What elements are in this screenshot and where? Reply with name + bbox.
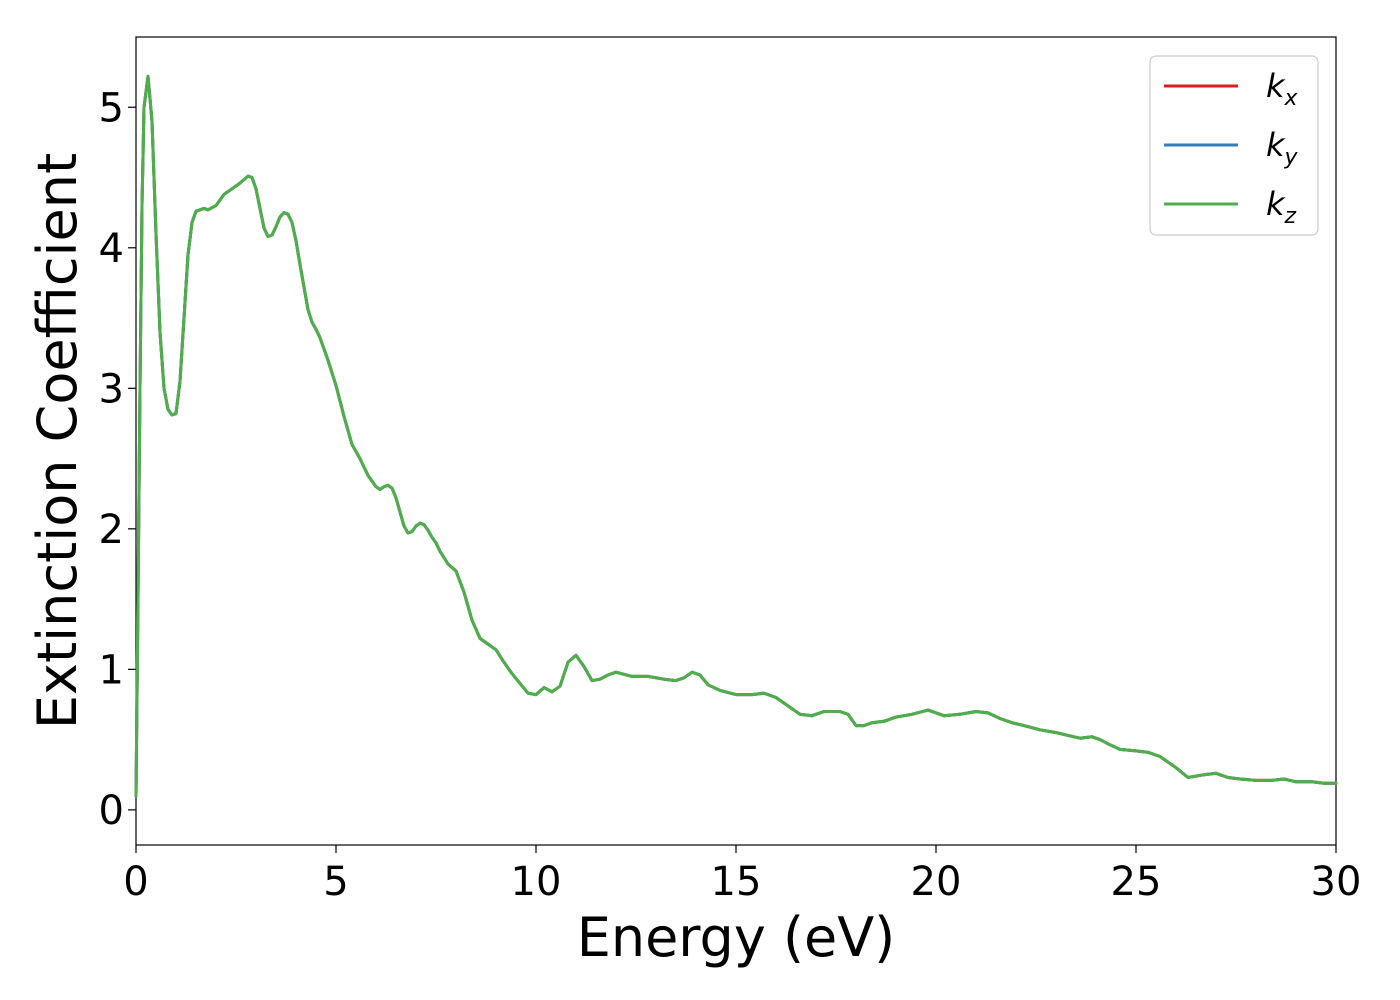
y-axis-label: Extinction Coefficient	[26, 153, 89, 729]
x-tick-label: 5	[323, 859, 348, 905]
y-tick-label: 1	[99, 647, 124, 693]
x-tick-label: 10	[511, 859, 562, 905]
x-tick-label: 25	[1111, 859, 1162, 905]
y-tick-label: 2	[99, 507, 124, 553]
x-axis-ticks: 0 5 10 15 20 25 30	[123, 845, 1361, 905]
x-axis-label: Energy (eV)	[577, 906, 896, 969]
x-tick-label: 30	[1311, 859, 1362, 905]
x-tick-label: 15	[711, 859, 762, 905]
y-tick-label: 3	[99, 366, 124, 412]
y-tick-label: 0	[99, 788, 124, 834]
x-tick-label: 20	[911, 859, 962, 905]
series-line-kz	[134, 74, 1338, 798]
x-tick-label: 0	[123, 859, 148, 905]
y-axis-ticks: 0 1 2 3 4 5	[99, 85, 136, 834]
y-tick-label: 5	[99, 85, 124, 131]
y-tick-label: 4	[99, 226, 124, 272]
